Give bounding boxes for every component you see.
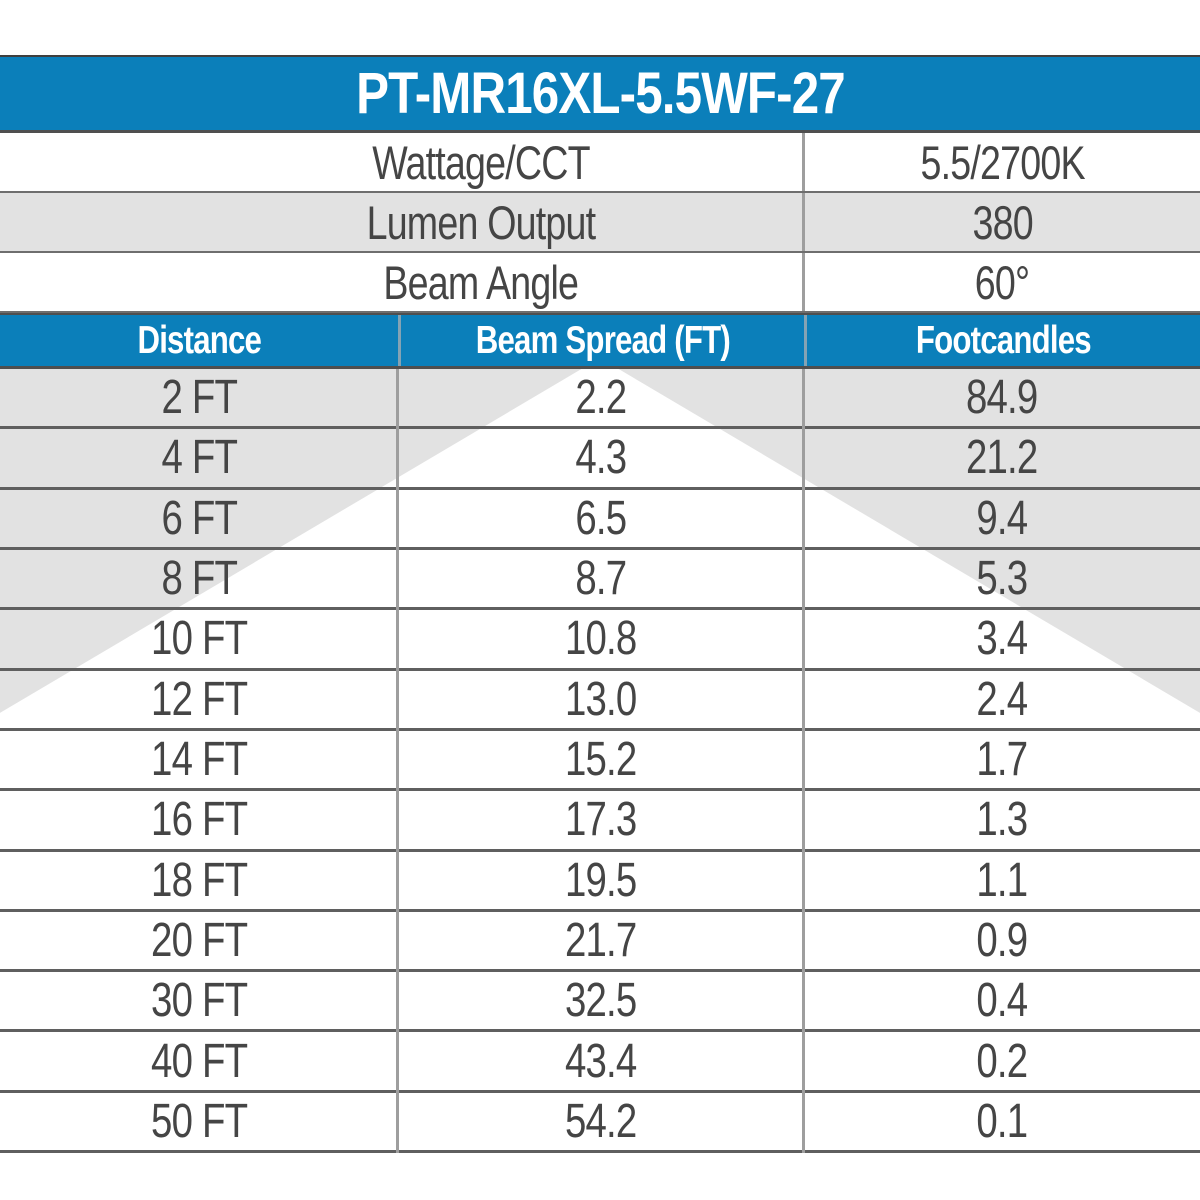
table-header-row: Distance Beam Spread (FT) Footcandles	[0, 313, 1200, 369]
table-row: 20 FT 21.7 0.9	[0, 912, 1200, 973]
beam-spread-cell: 6.5	[575, 491, 627, 545]
distance-cell: 16 FT	[150, 793, 248, 847]
table-row: 30 FT 32.5 0.4	[0, 972, 1200, 1033]
column-divider	[396, 369, 399, 1153]
footcandles-cell: 0.4	[976, 974, 1028, 1028]
beam-spread-cell: 8.7	[575, 552, 627, 606]
footcandles-cell: 0.9	[976, 913, 1028, 967]
distance-cell: 30 FT	[150, 974, 248, 1028]
footcandles-cell: 9.4	[976, 491, 1028, 545]
spec-label: Lumen Output	[366, 195, 596, 249]
column-header-distance: Distance	[137, 318, 261, 362]
distance-cell: 2 FT	[161, 371, 238, 425]
distance-cell: 14 FT	[150, 733, 248, 787]
spec-sheet: PT-MR16XL-5.5WF-27 Wattage/CCT 5.5/2700K…	[0, 55, 1200, 1200]
distance-cell: 4 FT	[161, 431, 238, 485]
beam-spread-cell: 54.2	[565, 1094, 637, 1148]
distance-cell: 40 FT	[150, 1034, 248, 1088]
spec-label: Wattage/CCT	[372, 135, 590, 189]
table-row: 12 FT 13.0 2.4	[0, 671, 1200, 731]
beam-spread-cell: 10.8	[565, 612, 637, 666]
spec-section: Wattage/CCT 5.5/2700K Lumen Output 380 B…	[0, 133, 1200, 313]
table-row: 6 FT 6.5 9.4	[0, 490, 1200, 550]
table-row: 50 FT 54.2 0.1	[0, 1093, 1200, 1154]
beam-spread-cell: 19.5	[565, 853, 637, 907]
distance-cell: 12 FT	[150, 672, 248, 726]
table-row: 10 FT 10.8 3.4	[0, 610, 1200, 671]
spec-value: 380	[802, 193, 1200, 251]
footcandles-cell: 1.7	[976, 733, 1028, 787]
table-row: 16 FT 17.3 1.3	[0, 791, 1200, 852]
beam-spread-cell: 21.7	[565, 913, 637, 967]
footcandles-cell: 84.9	[966, 371, 1038, 425]
footcandles-cell: 3.4	[976, 612, 1028, 666]
product-title-bar: PT-MR16XL-5.5WF-27	[0, 55, 1200, 133]
footcandles-cell: 0.2	[976, 1034, 1028, 1088]
table-row: 14 FT 15.2 1.7	[0, 731, 1200, 792]
beam-spread-cell: 32.5	[565, 974, 637, 1028]
table-rows: 2 FT 2.2 84.9 4 FT 4.3 21.2 6 FT 6.5 9.4…	[0, 369, 1200, 1154]
beam-spread-cell: 13.0	[565, 672, 637, 726]
spec-value: 60°	[802, 253, 1200, 311]
distance-cell: 18 FT	[150, 853, 248, 907]
beam-spread-cell: 4.3	[575, 431, 627, 485]
distance-cell: 50 FT	[150, 1094, 248, 1148]
product-title: PT-MR16XL-5.5WF-27	[355, 61, 846, 126]
footcandles-cell: 1.1	[976, 853, 1028, 907]
column-header-beam-spread: Beam Spread (FT)	[398, 315, 804, 366]
distance-cell: 10 FT	[150, 612, 248, 666]
spec-row-wattage: Wattage/CCT 5.5/2700K	[0, 133, 1200, 193]
table-row: 40 FT 43.4 0.2	[0, 1032, 1200, 1093]
distance-cell: 6 FT	[161, 491, 238, 545]
footcandles-cell: 2.4	[976, 672, 1028, 726]
footcandles-cell: 5.3	[976, 552, 1028, 606]
table-row: 8 FT 8.7 5.3	[0, 550, 1200, 611]
distance-cell: 8 FT	[161, 552, 238, 606]
table-row: 18 FT 19.5 1.1	[0, 852, 1200, 912]
column-divider	[802, 369, 805, 1153]
beam-spread-cell: 43.4	[565, 1034, 637, 1088]
spec-row-beam-angle: Beam Angle 60°	[0, 253, 1200, 313]
spec-value: 5.5/2700K	[802, 133, 1200, 191]
beam-spread-cell: 17.3	[565, 793, 637, 847]
table-row: 2 FT 2.2 84.9	[0, 369, 1200, 430]
footcandles-cell: 0.1	[976, 1094, 1028, 1148]
spec-row-lumen: Lumen Output 380	[0, 193, 1200, 253]
spec-label: Beam Angle	[383, 255, 580, 309]
beam-spread-cell: 2.2	[575, 371, 627, 425]
column-header-footcandles: Footcandles	[804, 315, 1200, 366]
footcandles-cell: 1.3	[976, 793, 1028, 847]
footcandles-cell: 21.2	[966, 431, 1038, 485]
distance-cell: 20 FT	[150, 913, 248, 967]
beam-spread-cell: 15.2	[565, 733, 637, 787]
table-row: 4 FT 4.3 21.2	[0, 429, 1200, 490]
table-body: 2 FT 2.2 84.9 4 FT 4.3 21.2 6 FT 6.5 9.4…	[0, 369, 1200, 1154]
